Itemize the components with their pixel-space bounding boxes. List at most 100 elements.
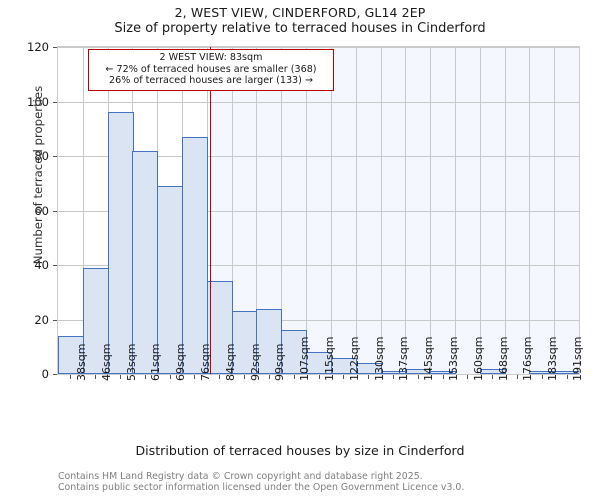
- gridline-y-80: [58, 156, 579, 157]
- chart-title: 2, WEST VIEW, CINDERFORD, GL14 2EP: [174, 5, 426, 20]
- x-tick-label-176sqm: 176sqm: [521, 336, 535, 381]
- x-tick-mark-6: [219, 375, 220, 379]
- histogram-bar: [108, 112, 134, 374]
- gridline-y-20: [58, 319, 579, 321]
- chart-subtitle: Size of property relative to terraced ho…: [114, 21, 486, 36]
- x-tick-mark-16: [467, 375, 468, 379]
- gridline-x-8: [256, 47, 257, 374]
- x-tick-label-46sqm: 46sqm: [99, 343, 113, 381]
- x-tick-label-115sqm: 115sqm: [323, 336, 336, 381]
- footer-line-2: Contains public sector information licen…: [58, 482, 465, 494]
- gridline-x-10: [306, 47, 307, 374]
- y-axis-title: Number of terraced properties: [31, 85, 45, 265]
- gridline-x-9: [281, 47, 282, 374]
- gridline-x-14: [405, 47, 406, 374]
- y-tick-label-0: 0: [41, 367, 49, 381]
- x-tick-label-153sqm: 153sqm: [447, 336, 461, 381]
- x-tick-mark-7: [244, 375, 245, 379]
- x-tick-mark-5: [194, 375, 195, 379]
- histogram-bar: [182, 136, 208, 374]
- annotation-line-2: ← 72% of terraced houses are smaller (36…: [105, 63, 317, 75]
- y-tick-mark-80: [53, 156, 57, 157]
- gridline-y-120: [58, 47, 579, 48]
- x-tick-label-145sqm: 145sqm: [422, 336, 436, 381]
- y-tick-label-40: 40: [34, 258, 49, 272]
- x-tick-label-168sqm: 168sqm: [496, 336, 510, 381]
- x-tick-mark-9: [294, 375, 295, 379]
- x-tick-label-107sqm: 107sqm: [298, 336, 312, 381]
- x-tick-mark-0: [70, 375, 71, 379]
- x-tick-label-61sqm: 61sqm: [149, 343, 163, 381]
- x-tick-label-191sqm: 191sqm: [571, 336, 585, 381]
- gridline-x-12: [356, 47, 357, 374]
- property-annotation-box: 2 WEST VIEW: 83sqm ← 72% of terraced hou…: [88, 49, 334, 91]
- x-tick-mark-20: [567, 375, 568, 379]
- annotation-line-3: 26% of terraced houses are larger (133) …: [109, 75, 313, 86]
- x-tick-label-130sqm: 130sqm: [372, 336, 386, 381]
- gridline-x-20: [554, 47, 555, 374]
- histogram-bar: [58, 335, 84, 374]
- histogram-bar: [554, 371, 579, 374]
- gridline-y-40: [58, 265, 579, 266]
- x-tick-label-99sqm: 99sqm: [273, 343, 287, 381]
- x-tick-mark-10: [319, 375, 320, 379]
- gridline-x-7: [232, 47, 233, 374]
- y-tick-label-20: 20: [34, 312, 49, 327]
- x-tick-mark-3: [145, 375, 146, 379]
- footer-attribution: Contains HM Land Registry data © Crown c…: [58, 471, 464, 493]
- gridline-y-60: [58, 210, 579, 212]
- y-tick-mark-40: [53, 265, 57, 266]
- x-tick-mark-12: [368, 375, 369, 379]
- y-tick-mark-100: [53, 101, 57, 103]
- histogram-bar: [356, 363, 382, 374]
- x-tick-label-84sqm: 84sqm: [223, 343, 237, 381]
- x-tick-label-122sqm: 122sqm: [347, 336, 361, 381]
- y-tick-mark-20: [53, 319, 57, 321]
- y-tick-mark-60: [53, 210, 57, 212]
- footer-line-1: Contains HM Land Registry data © Crown c…: [58, 471, 423, 482]
- x-tick-label-76sqm: 76sqm: [198, 343, 212, 381]
- property-size-marker-line: [209, 47, 212, 374]
- x-tick-mark-13: [393, 375, 394, 379]
- gridline-x-11: [331, 47, 332, 374]
- x-tick-label-137sqm: 137sqm: [397, 336, 411, 381]
- gridline-x-13: [381, 47, 382, 374]
- histogram-bar: [430, 371, 456, 374]
- x-tick-mark-14: [418, 375, 419, 379]
- histogram-bar: [132, 150, 158, 374]
- x-tick-label-53sqm: 53sqm: [124, 343, 138, 381]
- y-tick-label-80: 80: [34, 149, 49, 163]
- gridline-x-1: [83, 47, 84, 374]
- gridline-x-17: [480, 47, 481, 374]
- gridline-x-18: [505, 47, 506, 374]
- x-tick-mark-15: [443, 375, 444, 379]
- x-tick-mark-11: [343, 375, 344, 379]
- y-tick-label-60: 60: [34, 203, 49, 218]
- y-tick-label-100: 100: [27, 94, 49, 109]
- gridline-x-15: [430, 47, 431, 374]
- x-tick-mark-2: [120, 375, 121, 379]
- x-tick-label-69sqm: 69sqm: [174, 343, 188, 381]
- x-tick-mark-4: [170, 375, 171, 379]
- y-tick-mark-0: [53, 374, 57, 375]
- x-axis-title: Distribution of terraced houses by size …: [135, 443, 465, 458]
- y-tick-label-120: 120: [27, 40, 49, 54]
- histogram-bar: [256, 308, 282, 374]
- x-tick-mark-1: [95, 375, 96, 379]
- x-tick-mark-17: [492, 375, 493, 379]
- annotation-line-1: 2 WEST VIEW: 83sqm: [159, 52, 263, 63]
- x-tick-label-92sqm: 92sqm: [248, 343, 262, 381]
- plot-area: [57, 46, 580, 375]
- gridline-x-19: [529, 47, 530, 374]
- gridline-x-16: [455, 47, 456, 374]
- x-tick-mark-19: [542, 375, 543, 379]
- x-tick-mark-18: [517, 375, 518, 379]
- histogram-bar: [480, 368, 506, 374]
- x-tick-label-183sqm: 183sqm: [546, 336, 560, 381]
- x-tick-mark-8: [269, 375, 270, 379]
- gridline-y-100: [58, 101, 579, 103]
- x-tick-label-38sqm: 38sqm: [74, 343, 88, 381]
- y-tick-mark-120: [53, 47, 57, 48]
- x-tick-label-160sqm: 160sqm: [471, 336, 485, 381]
